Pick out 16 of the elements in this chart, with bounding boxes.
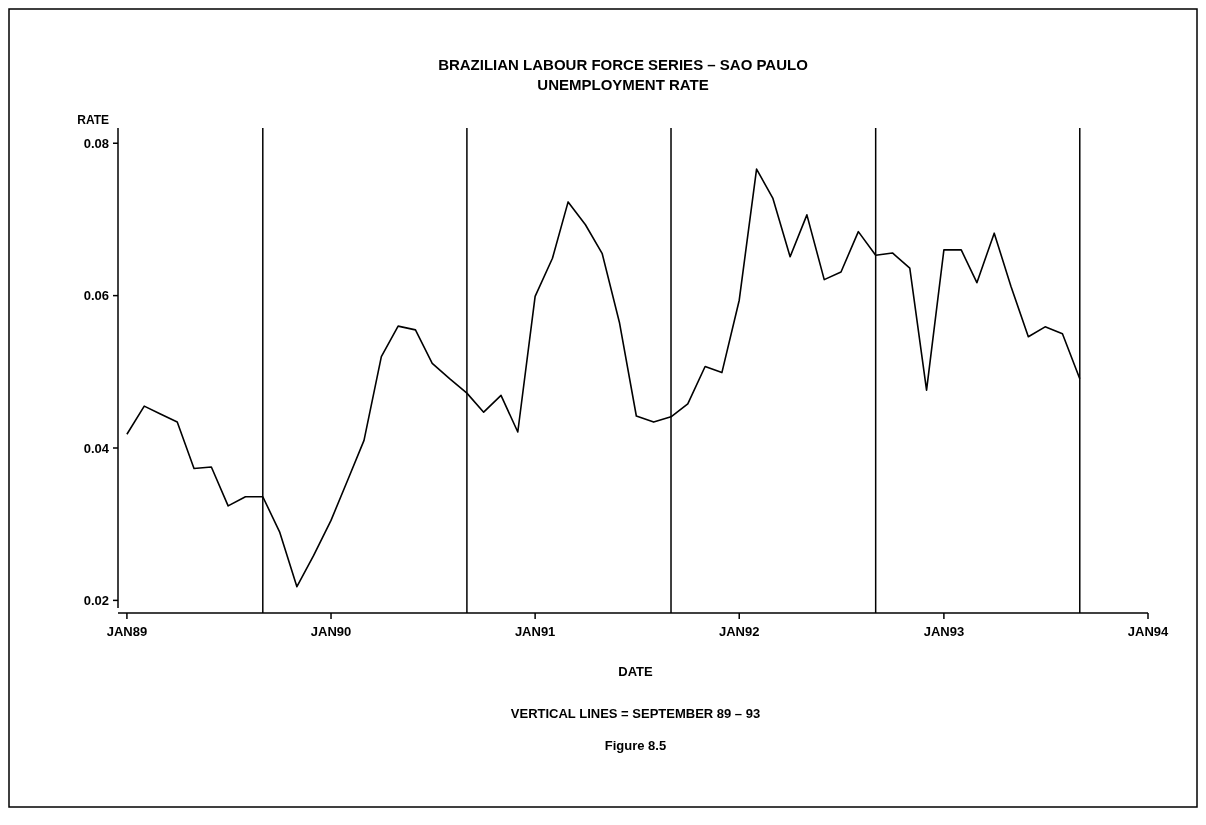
y-tick-label: 0.02 — [83, 592, 109, 608]
x-tick-label: JAN93 — [923, 624, 965, 639]
chart-title: BRAZILIAN LABOUR FORCE SERIES – SAO PAULO — [438, 56, 809, 73]
x-tick-label: JAN94 — [1127, 624, 1169, 639]
x-tick-label: JAN89 — [106, 624, 148, 639]
caption: Figure 8.5 — [604, 738, 667, 753]
y-axis-title: RATE — [77, 113, 109, 127]
x-tick-label: JAN90 — [310, 624, 352, 639]
x-tick-label: JAN92 — [719, 624, 760, 639]
x-tick-label: JAN91 — [514, 624, 556, 639]
y-tick-label: 0.06 — [83, 288, 109, 304]
y-tick-label: 0.08 — [83, 135, 109, 151]
text: VERTICAL LINES = SEPTEMBER 89 – 93 — [510, 706, 761, 721]
chart-subtitle: UNEMPLOYMENT RATE — [537, 76, 709, 93]
x-axis-title: DATE — [618, 664, 654, 679]
y-tick-label: 0.04 — [83, 440, 110, 456]
